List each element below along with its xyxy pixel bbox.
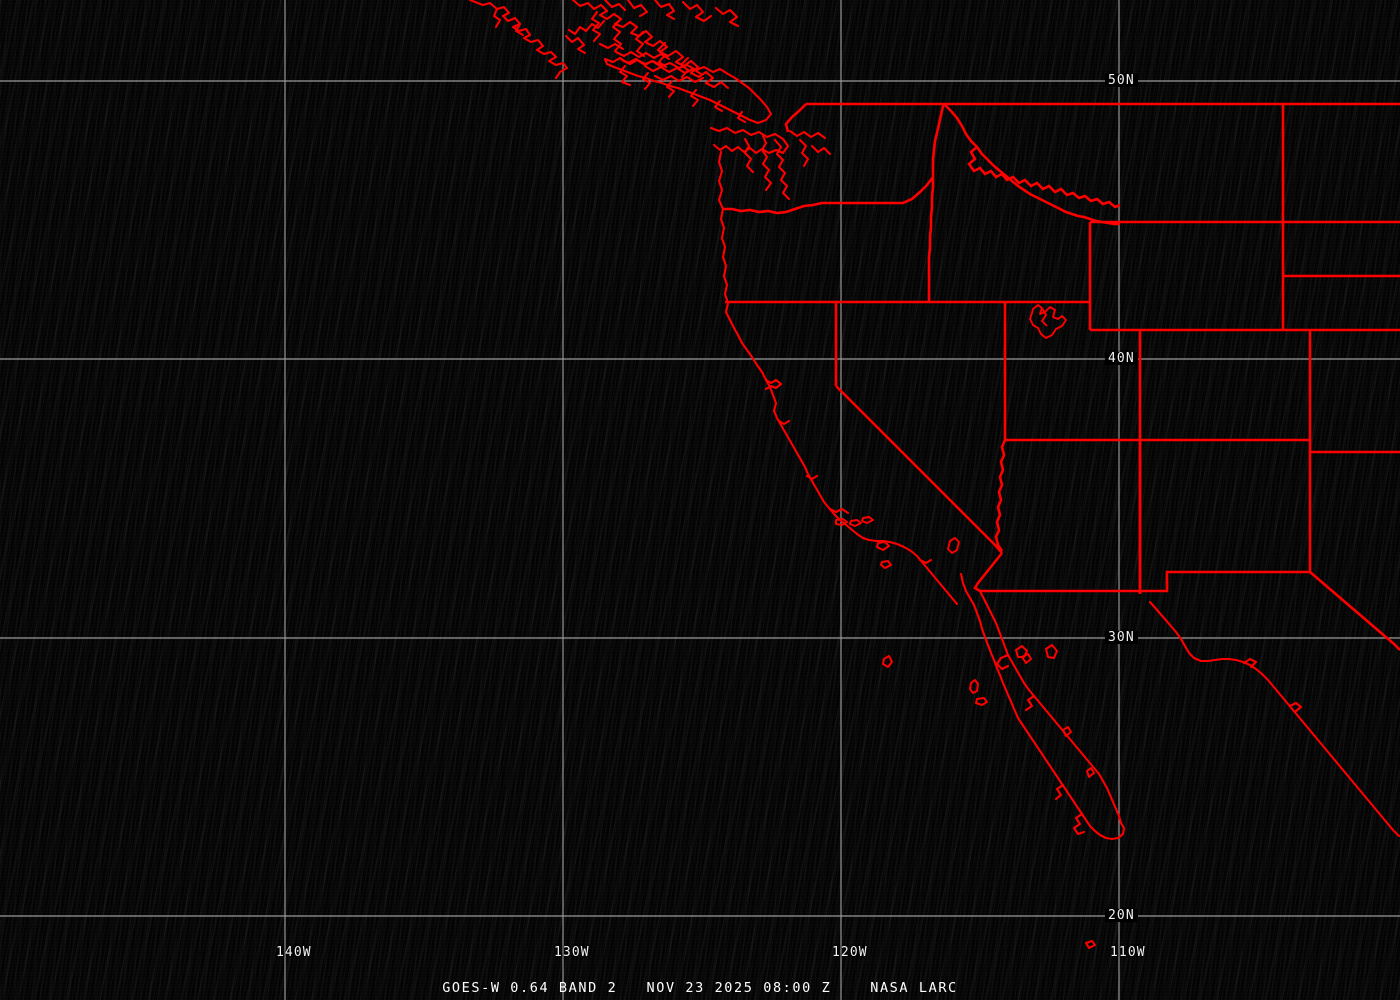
coastline-puget-sound bbox=[709, 126, 832, 211]
islands-channel bbox=[835, 516, 892, 569]
coastline-mexico-mainland bbox=[1148, 600, 1400, 838]
lat-label-30n: 30N bbox=[1105, 631, 1138, 644]
coastline-alaska-panhandle bbox=[468, 0, 569, 80]
coastline-baja-california bbox=[959, 572, 1126, 841]
lon-label-140w: 140W bbox=[276, 945, 312, 960]
latitude-gridlines bbox=[0, 80, 1400, 917]
border-us-canada bbox=[784, 102, 1400, 133]
lake-salton-sea bbox=[947, 537, 960, 554]
lake-great-salt bbox=[1029, 304, 1067, 339]
lat-label-40n: 40N bbox=[1105, 352, 1138, 365]
coastline-us-west bbox=[719, 207, 959, 606]
border-state-lines bbox=[723, 103, 1400, 651]
lon-label-130w: 130W bbox=[554, 945, 590, 960]
lat-label-20n: 20N bbox=[1105, 909, 1138, 922]
coastline-british-columbia bbox=[564, 0, 740, 90]
coastline-vancouver-island bbox=[603, 56, 773, 125]
island-guadalupe bbox=[882, 655, 893, 668]
image-caption: GOES-W 0.64 BAND 2 NOV 23 2025 08:00 Z N… bbox=[442, 980, 958, 996]
lon-label-120w: 120W bbox=[832, 945, 868, 960]
lat-label-50n: 50N bbox=[1105, 74, 1138, 87]
islands-baja bbox=[969, 644, 1096, 949]
longitude-gridlines bbox=[284, 0, 1120, 1000]
lon-label-110w: 110W bbox=[1110, 945, 1146, 960]
